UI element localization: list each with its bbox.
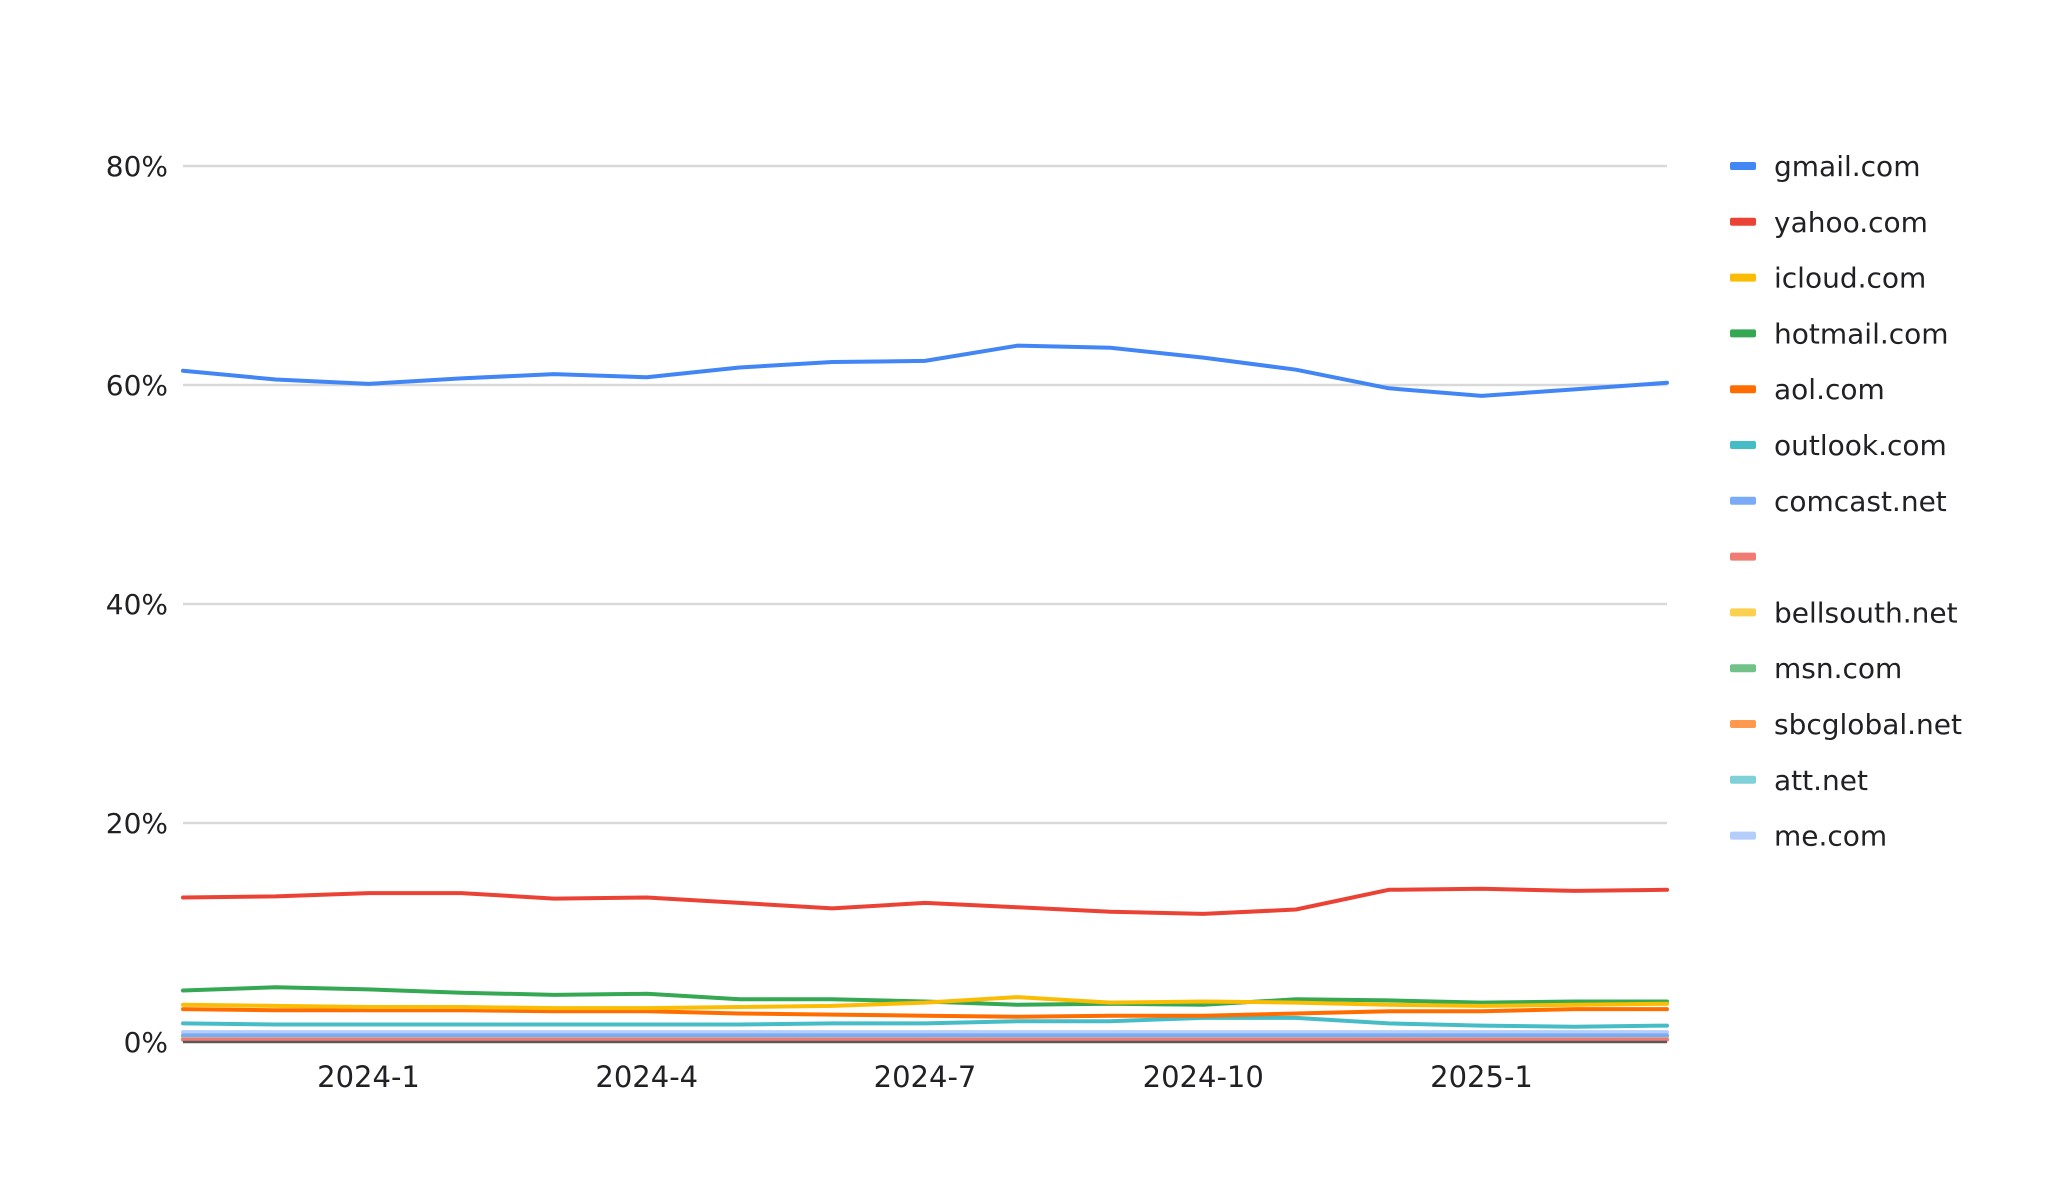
- x-tick-label: 2024-7: [874, 1060, 977, 1094]
- legend-item: att.net: [1730, 764, 1868, 797]
- legend-item: aol.com: [1730, 373, 1885, 406]
- legend-swatch: [1730, 162, 1756, 170]
- legend-label: aol.com: [1774, 373, 1885, 406]
- legend-swatch: [1730, 385, 1756, 394]
- legend-swatch: [1730, 441, 1756, 449]
- y-tick-label: 80%: [106, 150, 168, 183]
- series-line-outlook-com: [181, 1015, 1669, 1029]
- y-tick-label: 40%: [106, 588, 168, 621]
- legend-item: icloud.com: [1730, 262, 1926, 295]
- series-line-yahoo-com: [181, 886, 1669, 916]
- y-tick-label: 0%: [124, 1026, 168, 1059]
- legend-label: outlook.com: [1774, 429, 1947, 462]
- legend-item: msn.com: [1730, 652, 1902, 685]
- legend-swatch: [1730, 329, 1756, 338]
- legend-label: gmail.com: [1774, 150, 1920, 183]
- legend-swatch: [1730, 664, 1756, 673]
- legend-label: icloud.com: [1774, 262, 1926, 295]
- series-line-icloud-com: [181, 995, 1669, 1011]
- legend-swatch: [1730, 775, 1756, 784]
- legend-item: gmail.com: [1730, 150, 1920, 183]
- legend-swatch: [1730, 552, 1756, 561]
- y-tick-label: 60%: [106, 369, 168, 402]
- x-axis-ticks: 2024-1 2024-4 2024-7 2024-10 2025-1: [317, 1060, 1533, 1094]
- x-tick-label: 2025-1: [1430, 1060, 1533, 1094]
- legend-item: comcast.net: [1730, 485, 1947, 518]
- legend-item: me.com: [1730, 820, 1887, 853]
- grid-lines: [183, 164, 1667, 825]
- legend-label: att.net: [1774, 764, 1868, 797]
- legend: gmail.com yahoo.com icloud.com hotmail.com a…: [1730, 150, 1962, 853]
- legend-label: sbcglobal.net: [1774, 708, 1962, 741]
- legend-swatch: [1730, 217, 1756, 226]
- series-lines: [181, 343, 1669, 1042]
- legend-label: hotmail.com: [1774, 317, 1949, 350]
- legend-item: hotmail.com: [1730, 317, 1949, 350]
- x-tick-label: 2024-10: [1143, 1060, 1264, 1094]
- legend-label: me.com: [1774, 820, 1887, 853]
- legend-swatch: [1730, 608, 1756, 617]
- series-line-aol-com: [181, 1007, 1669, 1019]
- y-axis-ticks: 0% 20% 40% 60% 80%: [106, 150, 168, 1059]
- legend-item: outlook.com: [1730, 429, 1947, 462]
- legend-label: comcast.net: [1774, 485, 1947, 518]
- legend-item: sbcglobal.net: [1730, 708, 1962, 741]
- legend-swatch: [1730, 496, 1756, 505]
- legend-label: yahoo.com: [1774, 206, 1928, 239]
- legend-label: bellsouth.net: [1774, 596, 1958, 629]
- legend-swatch: [1730, 273, 1756, 282]
- x-tick-label: 2024-4: [595, 1060, 698, 1094]
- series-line-gmail-com: [181, 343, 1669, 398]
- legend-label: msn.com: [1774, 652, 1902, 685]
- legend-swatch: [1730, 831, 1756, 840]
- x-tick-label: 2024-1: [317, 1060, 420, 1094]
- legend-item: bellsouth.net: [1730, 596, 1958, 629]
- y-tick-label: 20%: [106, 807, 168, 840]
- legend-swatch: [1730, 720, 1756, 728]
- legend-item: yahoo.com: [1730, 206, 1928, 239]
- legend-item: [1730, 552, 1756, 561]
